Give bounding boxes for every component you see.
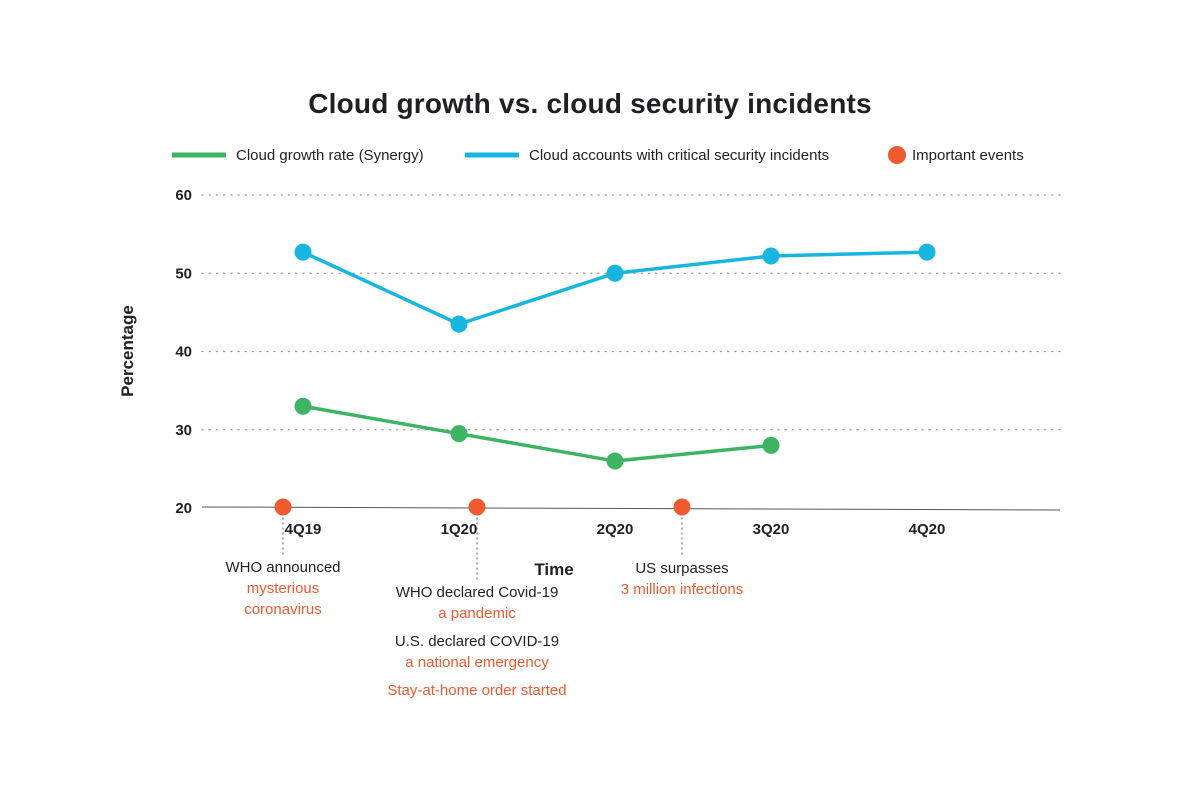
axes: 20 30 40 50 60 4Q19 1Q20 2Q20 3Q20 4Q20 Percentage…	[118, 187, 1061, 579]
event-annotation: US surpasses	[635, 560, 728, 577]
series-line-growth	[302, 404, 772, 463]
x-tick-label: 3Q20	[753, 521, 790, 538]
event-marker	[274, 498, 292, 516]
x-axis-line	[201, 506, 1061, 511]
legend: Cloud growth rate (Synergy) Cloud account…	[172, 146, 1024, 164]
legend-label-events: Important events	[912, 147, 1024, 164]
data-point-incidents	[918, 243, 936, 261]
series-layer	[294, 243, 936, 470]
event-annotation: mysterious	[247, 580, 320, 597]
y-tick-label: 50	[175, 265, 192, 282]
event-annotation: WHO announced	[225, 559, 340, 576]
event-annotation: a national emergency	[405, 654, 549, 671]
data-point-growth	[294, 397, 312, 415]
data-point-growth	[450, 425, 468, 443]
x-axis-title: Time	[534, 560, 573, 579]
data-point-incidents	[762, 247, 780, 265]
data-point-incidents	[294, 243, 312, 261]
data-point-incidents	[606, 264, 624, 282]
legend-swatch-events	[888, 146, 906, 164]
legend-label-growth: Cloud growth rate (Synergy)	[236, 147, 424, 164]
y-tick-label: 60	[175, 187, 192, 204]
x-tick-label: 4Q20	[909, 521, 946, 538]
event-marker	[673, 498, 691, 516]
legend-label-incidents: Cloud accounts with critical security in…	[529, 147, 829, 164]
y-tick-label: 30	[175, 422, 192, 439]
chart-title: Cloud growth vs. cloud security incident…	[308, 88, 872, 119]
y-tick-label: 40	[175, 344, 192, 361]
data-point-growth	[606, 452, 624, 470]
series-line-incidents	[302, 250, 928, 326]
x-tick-label: 4Q19	[285, 521, 322, 538]
y-tick-label: 20	[175, 500, 192, 517]
events-layer: WHO announced mysterious coronavirus WHO de…	[225, 498, 744, 699]
event-annotation: WHO declared Covid-19	[396, 584, 559, 601]
event-annotation: a pandemic	[438, 605, 516, 622]
y-axis-title: Percentage	[118, 305, 137, 397]
data-point-incidents	[450, 315, 468, 333]
event-annotation: 3 million infections	[621, 581, 744, 598]
event-annotation: coronavirus	[244, 601, 322, 618]
event-marker	[468, 498, 486, 516]
event-annotation: U.S. declared COVID-19	[395, 633, 559, 650]
x-tick-label: 2Q20	[597, 521, 634, 538]
gridlines	[201, 194, 1061, 431]
data-point-growth	[762, 436, 780, 454]
event-annotation: Stay-at-home order started	[387, 682, 566, 699]
x-tick-label: 1Q20	[441, 521, 478, 538]
